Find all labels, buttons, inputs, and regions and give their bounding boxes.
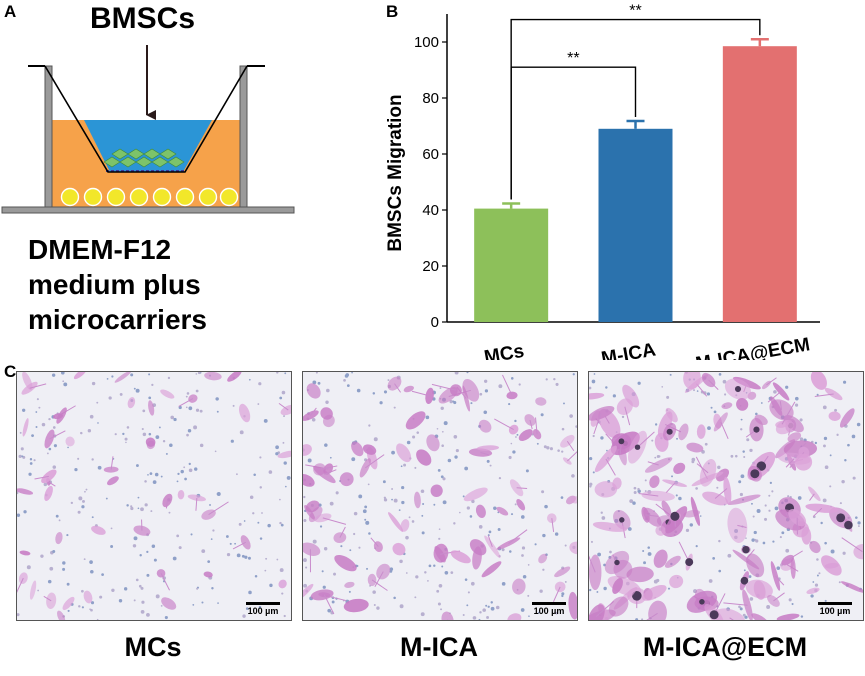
insert-liquid	[84, 120, 212, 172]
well-wall-left	[44, 65, 53, 210]
panel-b-label: B	[386, 2, 399, 21]
transwell-diagram	[1, 45, 295, 214]
bar	[722, 46, 797, 322]
membrane-cells	[103, 148, 185, 168]
scale-label: 100 µm	[819, 606, 851, 616]
scale-label: 100 µm	[247, 606, 279, 616]
panel-a-label: A	[4, 2, 17, 21]
insert-outline	[44, 65, 248, 173]
significance-bracket	[510, 18, 761, 200]
medium-line-3: microcarriers	[28, 304, 208, 335]
x-tick-label: M-ICA@ECM	[694, 334, 812, 360]
y-axis-title: BMSCs Migration	[385, 94, 406, 251]
bar	[474, 208, 549, 322]
micrograph-texture	[589, 372, 863, 620]
caption-m-ica: M-ICA	[400, 632, 478, 662]
medium-line-2: medium plus	[28, 269, 201, 300]
microcarriers	[60, 187, 239, 207]
x-tick-label: MCs	[483, 341, 526, 360]
y-tick-label: 100	[414, 34, 439, 51]
bar	[598, 128, 673, 322]
y-tick-label: 80	[422, 90, 439, 107]
scale-bar-m-ica: 100 µm	[529, 602, 569, 616]
significance-label: **	[629, 3, 641, 20]
medium-label: DMEM-F12 medium plus microcarriers	[28, 232, 207, 337]
y-tick-label: 60	[422, 146, 439, 163]
micrograph-m-ica-ecm: 100 µm	[588, 371, 864, 621]
scale-bar-m-ica-ecm: 100 µm	[815, 602, 855, 616]
bmscs-title: BMSCs	[90, 2, 196, 35]
micrograph-m-ica: 100 µm	[302, 371, 578, 621]
y-tick-label: 20	[422, 258, 439, 275]
medium-line-1: DMEM-F12	[28, 234, 172, 265]
migration-bar-chart: 0 20 40 60 80 100 BMSCs Migration ** ** MCs M-IC…	[385, 3, 820, 360]
y-tick-label: 0	[431, 314, 439, 331]
y-tick-label: 40	[422, 202, 439, 219]
x-tick-label: M-ICA	[600, 339, 658, 360]
micrograph-texture	[17, 372, 291, 620]
well-base	[1, 206, 295, 214]
panel-c-label: C	[4, 362, 17, 381]
caption-m-ica-ecm: M-ICA@ECM	[642, 632, 808, 662]
micrograph-mcs: 100 µm	[16, 371, 292, 621]
well-wall-right	[239, 65, 248, 210]
scale-label: 100 µm	[533, 606, 565, 616]
caption-mcs: MCs	[124, 632, 182, 662]
scale-bar-mcs: 100 µm	[243, 602, 283, 616]
significance-label: **	[567, 50, 579, 67]
micrograph-texture	[303, 372, 577, 620]
